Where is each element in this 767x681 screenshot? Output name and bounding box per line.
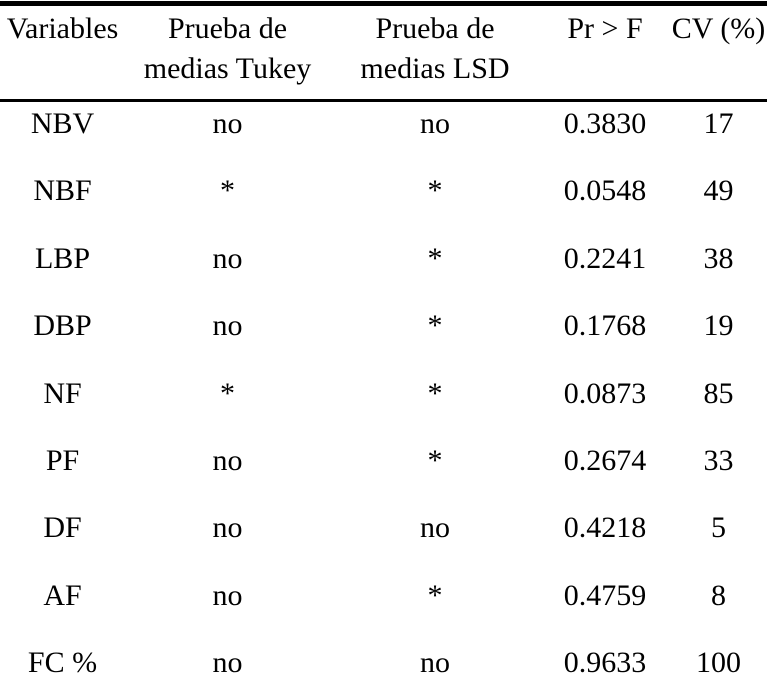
cell-pr-f: 0.0548	[563, 174, 647, 208]
header-lsd: Prueba de medias LSD	[330, 9, 540, 99]
header-lsd-line1: Prueba de	[375, 12, 495, 45]
header-lsd-line2: medias LSD	[360, 52, 510, 85]
cell-tukey: no	[212, 241, 243, 275]
cell-cv: 33	[703, 443, 734, 477]
header-variables: Variables	[0, 9, 125, 99]
cell-variable: NBV	[30, 107, 95, 140]
cell-lsd: *	[427, 376, 443, 410]
cell-pr-f: 0.4218	[563, 511, 647, 545]
cell-pr-f: 0.2674	[563, 443, 647, 477]
cell-lsd: *	[427, 443, 443, 477]
table-header-row: Variables Prueba de medias Tukey Prueba …	[0, 6, 767, 102]
cell-cv: 100	[696, 646, 741, 679]
cell-lsd: *	[427, 174, 443, 208]
cell-cv: 19	[703, 309, 734, 343]
cell-cv: 17	[703, 107, 734, 140]
cell-pr-f: 0.3830	[563, 107, 647, 140]
cell-lsd: no	[420, 107, 450, 140]
cell-variable: NF	[43, 376, 82, 410]
cell-cv: 38	[703, 241, 734, 275]
header-pr-f: Pr > F	[540, 9, 670, 99]
cell-variable: DBP	[33, 309, 92, 343]
cell-tukey: no	[212, 443, 243, 477]
header-cv-label: CV (%)	[671, 12, 766, 45]
cell-lsd: *	[427, 309, 443, 343]
cell-pr-f: 0.4759	[563, 578, 647, 612]
cell-tukey: *	[220, 376, 235, 410]
table-row: NF * * 0.0873 85	[0, 376, 767, 412]
cell-pr-f: 0.2241	[563, 241, 647, 275]
cell-cv: 85	[703, 376, 734, 410]
cell-lsd: no	[420, 511, 450, 545]
table-body: NBV no no 0.3830 17 NBF * * 0.0548 49 LB…	[0, 102, 767, 681]
cell-tukey: no	[212, 646, 243, 679]
cell-tukey: *	[220, 174, 235, 208]
table-row: DBP no * 0.1768 19	[0, 308, 767, 344]
cell-tukey: no	[212, 511, 243, 545]
cell-pr-f: 0.1768	[563, 309, 647, 343]
cell-cv: 8	[711, 578, 726, 612]
cell-lsd: *	[427, 241, 443, 275]
cell-tukey: no	[212, 578, 243, 612]
cell-variable: LBP	[34, 241, 91, 275]
header-pr-f-label: Pr > F	[567, 12, 643, 45]
cell-tukey: no	[212, 309, 243, 343]
cell-variable: DF	[43, 511, 82, 545]
cell-cv: 5	[711, 511, 726, 545]
cell-lsd: no	[420, 646, 450, 679]
cell-variable: FC %	[27, 646, 98, 679]
table-row: AF no * 0.4759 8	[0, 578, 767, 614]
cell-tukey: no	[212, 107, 243, 140]
cell-variable: PF	[45, 443, 80, 477]
table-row: NBF * * 0.0548 49	[0, 173, 767, 209]
table-row: NBV no no 0.3830 17	[0, 106, 767, 142]
table-row: FC % no no 0.9633 100	[0, 645, 767, 681]
table-row: LBP no * 0.2241 38	[0, 241, 767, 277]
header-tukey-line1: Prueba de	[167, 12, 288, 45]
header-tukey: Prueba de medias Tukey	[125, 9, 330, 99]
header-tukey-line2: medias Tukey	[143, 52, 312, 85]
cell-lsd: *	[427, 578, 443, 612]
cell-pr-f: 0.9633	[563, 646, 647, 679]
cell-variable: NBF	[33, 174, 92, 208]
table-row: DF no no 0.4218 5	[0, 510, 767, 546]
cell-cv: 49	[703, 174, 734, 208]
cell-variable: AF	[43, 578, 82, 612]
header-cv: CV (%)	[670, 9, 767, 99]
header-variables-label: Variables	[6, 12, 119, 45]
table-row: PF no * 0.2674 33	[0, 443, 767, 479]
cell-pr-f: 0.0873	[563, 376, 647, 410]
